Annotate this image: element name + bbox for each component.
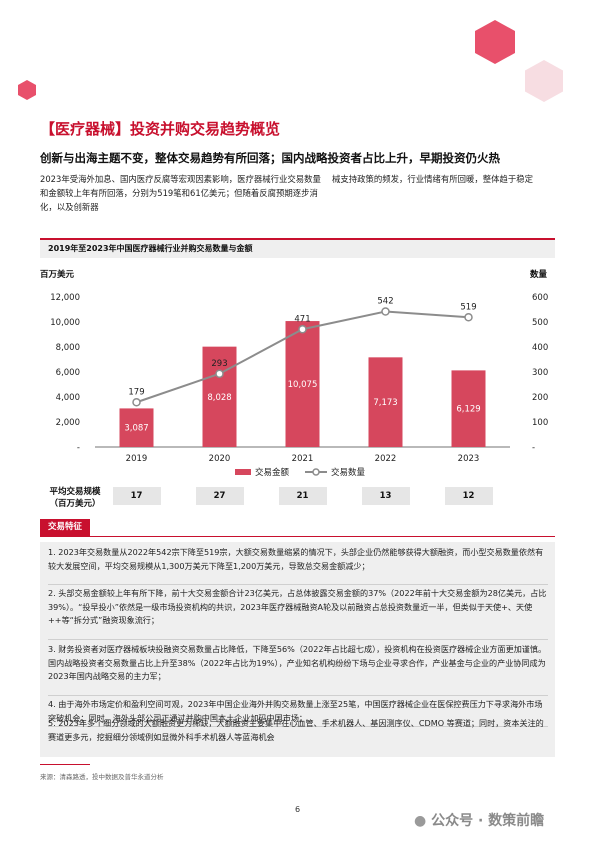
chart-title-bar [40, 238, 555, 258]
watermark: ● 公众号 · 数策前瞻 [414, 810, 544, 830]
y2-tick-label: 600 [532, 293, 548, 303]
line-point [464, 313, 473, 322]
hexagon-decoration-light [525, 60, 563, 102]
y2-tick-label: 100 [532, 418, 548, 428]
bar-value-label: 6,129 [456, 405, 480, 415]
combo-chart: - 2,000 4,000 6,000 8,000 10,000 12,000 - 100 200… [50, 293, 548, 478]
avg-deal-size-label: 平均交易规模 （百万美元） [40, 486, 110, 510]
line-value-label: 293 [211, 359, 227, 369]
y2-axis-label: 数量 [530, 270, 548, 280]
avg-deal-size-value: 21 [278, 487, 327, 505]
bar-value-label: 10,075 [288, 380, 318, 390]
x-tick-label: 2022 [375, 454, 397, 464]
bar [368, 357, 403, 447]
feature-item-2: 2. 头部交易金额较上年有所下降，前十大交易金额合计23亿美元，占总体披露交易金… [48, 587, 548, 640]
line-point [132, 398, 141, 407]
bar-value-label: 7,173 [373, 398, 397, 408]
y-tick-label: 6,000 [56, 368, 80, 378]
legend-label-line: 交易数量 [331, 467, 366, 478]
y-tick-label: 12,000 [50, 293, 80, 303]
x-tick-label: 2019 [126, 454, 148, 464]
page-number: 6 [294, 805, 301, 814]
page-title: 【医疗器械】投资并购交易趋势概览 [40, 120, 281, 138]
avg-deal-size-value: 27 [195, 487, 244, 505]
bar-value-label: 8,028 [207, 393, 231, 403]
avg-label-line2: （百万美元） [49, 499, 101, 509]
x-tick-label: 2020 [209, 454, 231, 464]
y2-tick-label: 300 [532, 368, 548, 378]
line-point [298, 325, 307, 334]
y2-tick-label: 200 [532, 393, 548, 403]
intro-text-right: 械支持政策的频发，行业情绪有所回暖，整体趋于稳定 [332, 174, 533, 184]
hexagon-decoration-small [18, 80, 36, 100]
bar [285, 321, 320, 447]
feature-item-4: 4. 由于海外市场定价和盈利空间可观，2023年中国企业海外并购交易数量上涨至2… [48, 698, 548, 727]
y-tick-label: 2,000 [56, 418, 80, 428]
line-point [381, 307, 390, 316]
line-value-label: 519 [460, 302, 476, 312]
y-tick-label: 8,000 [56, 343, 80, 353]
avg-deal-size-value: 13 [361, 487, 410, 505]
watermark-text: 公众号 · 数策前瞻 [431, 813, 545, 829]
feature-item-3: 3. 财务投资者对医疗器械板块投融资交易数量占比降低，下降至56%（2022年占… [48, 643, 548, 696]
y2-tick-label: 500 [532, 318, 548, 328]
line-value-label: 471 [294, 314, 310, 324]
line-point [215, 369, 224, 378]
features-panel [40, 542, 555, 757]
section-divider [40, 536, 555, 537]
bar [202, 346, 237, 447]
y-tick-label: 10,000 [50, 318, 80, 328]
bar [119, 408, 154, 447]
avg-deal-size-value: 12 [444, 487, 493, 505]
x-tick-label: 2023 [458, 454, 480, 464]
bar [451, 370, 486, 447]
legend-swatch-bar [235, 469, 251, 475]
feature-item-1: 1. 2023年交易数量从2022年542宗下降至519宗，大额交易数量缩紧的情… [48, 546, 548, 585]
bar-value-label: 3,087 [124, 424, 148, 434]
line-value-label: 542 [377, 297, 393, 307]
intro-text-left: 2023年受海外加息、国内医疗反腐等宏观因素影响，医疗器械行业交易数量和金额较上… [40, 174, 321, 212]
hexagon-decoration-large [475, 20, 515, 64]
source-note: 来源：清森路透，投中数据及普华永道分析 [40, 773, 164, 781]
wechat-icon: ● [414, 813, 427, 829]
y-axis-label: 百万美元 [40, 270, 75, 280]
y-tick-label: 4,000 [56, 393, 80, 403]
y-tick-label: - [77, 443, 80, 453]
x-tick-label: 2021 [292, 454, 314, 464]
legend-marker-line [312, 468, 320, 476]
feature-item-5: 5. 2023年多个细分领域的大额融资更为稀缺，大额融资主要集中在心血管、手术机… [48, 718, 544, 742]
line-value-label: 179 [128, 387, 144, 397]
source-divider [40, 764, 90, 765]
chart-title: 2019年至2023年中国医疗器械行业并购交易数量与金额 [48, 244, 253, 253]
avg-deal-size-value: 17 [112, 487, 161, 505]
legend-label-bar: 交易金额 [255, 467, 290, 478]
avg-label-line1: 平均交易规模 [49, 487, 101, 497]
section-tag-deal-features: 交易特征 [40, 519, 91, 536]
page-subtitle: 创新与出海主题不变，整体交易趋势有所回落；国内战略投资者占比上升，早期投资仍火热 [40, 151, 500, 165]
y2-tick-label: - [532, 443, 535, 453]
y2-tick-label: 400 [532, 343, 548, 353]
